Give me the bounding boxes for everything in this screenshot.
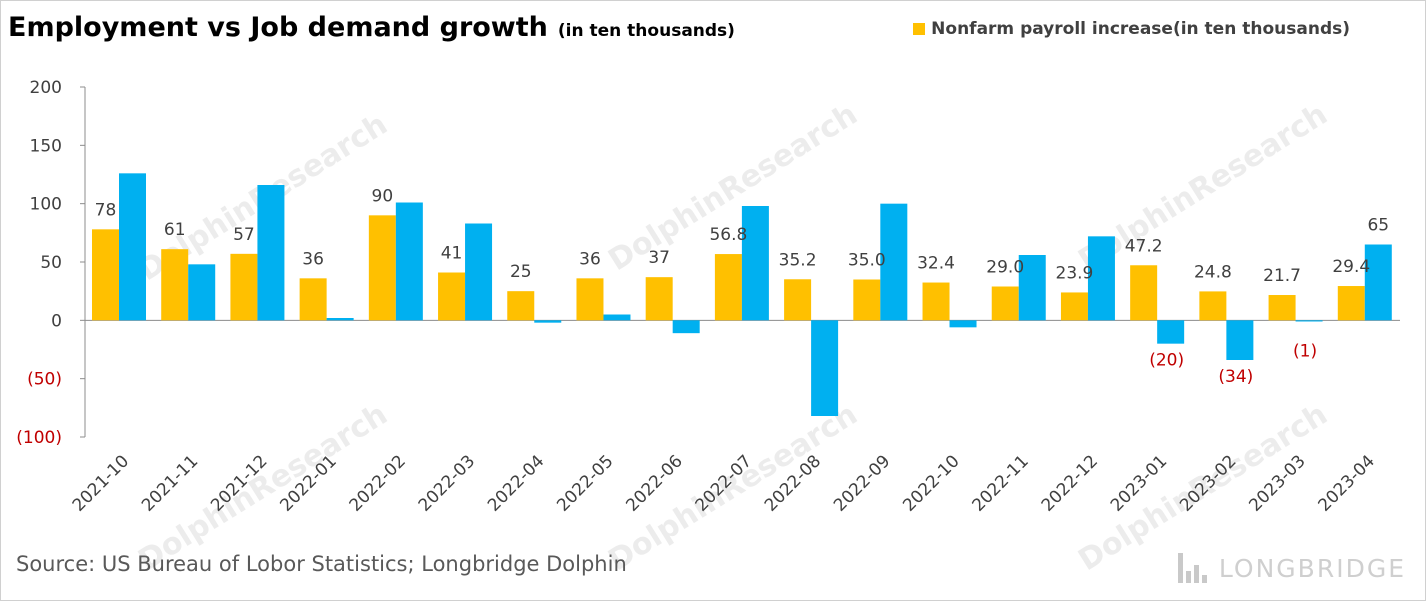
y-tick-label: 100 [30, 195, 62, 215]
bar-job-demand [534, 320, 562, 323]
data-label-payroll: 29.0 [986, 258, 1024, 278]
data-label-payroll: 24.8 [1194, 262, 1232, 282]
x-tick-label: 2023-04 [1315, 451, 1379, 515]
bar-payroll [853, 279, 881, 321]
title-block: Employment vs Job demand growth (in ten t… [8, 12, 735, 43]
x-tick-label: 2022-02 [346, 451, 410, 515]
bar-job-demand [741, 206, 769, 321]
bar-job-demand [949, 320, 977, 328]
legend-swatch [913, 23, 926, 35]
bar-payroll [784, 279, 812, 321]
bar-payroll [922, 282, 950, 321]
bar-job-demand [188, 264, 216, 321]
bar-payroll [161, 249, 189, 321]
x-tick-label: 2022-03 [415, 451, 479, 515]
x-tick-label: 2022-06 [622, 451, 686, 515]
x-tick-label: 2022-09 [830, 451, 894, 515]
data-label-job-demand: (34) [1218, 367, 1253, 387]
x-tick-label: 2022-08 [761, 451, 825, 515]
y-tick-label: 150 [30, 136, 62, 156]
data-label-payroll: 37 [648, 248, 670, 268]
bar-job-demand [1364, 244, 1392, 321]
data-label-payroll: 56.8 [709, 225, 747, 245]
brand-text: LONGBRIDGE [1218, 554, 1406, 583]
x-tick-label: 2022-04 [484, 451, 548, 515]
bar-job-demand [672, 320, 700, 334]
bar-job-demand [1087, 236, 1115, 321]
x-tick-label: 2021-10 [69, 451, 133, 515]
data-label-job-demand: 65 [1367, 216, 1389, 236]
brand-bars-icon [1177, 553, 1207, 583]
bar-job-demand [811, 320, 839, 416]
data-label-payroll: 29.4 [1332, 257, 1370, 277]
bar-payroll [299, 278, 327, 321]
bar-payroll [1130, 265, 1158, 321]
x-tick-label: 2022-01 [276, 451, 340, 515]
x-tick-label: 2023-02 [1176, 451, 1240, 515]
brand-logo: LONGBRIDGE [1177, 553, 1406, 583]
y-tick-label: 0 [51, 311, 62, 331]
y-tick-label: 200 [30, 78, 62, 98]
data-label-payroll: 36 [579, 249, 601, 269]
x-tick-label: 2022-12 [1038, 451, 1102, 515]
bar-payroll [1060, 292, 1088, 321]
x-tick-label: 2021-11 [138, 451, 202, 515]
bar-job-demand [257, 185, 285, 321]
bar-payroll [714, 254, 742, 321]
data-label-payroll: 23.9 [1056, 263, 1094, 283]
bar-job-demand [1157, 320, 1185, 344]
bar-job-demand [1295, 320, 1323, 322]
chart-title: Employment vs Job demand growth [8, 12, 548, 43]
bar-job-demand [395, 202, 423, 321]
bar-job-demand [119, 173, 146, 321]
bar-payroll [368, 215, 396, 321]
x-tick-label: 2023-03 [1245, 451, 1309, 515]
y-tick-label: (100) [16, 428, 62, 448]
x-tick-label: 2022-07 [692, 451, 756, 515]
bar-payroll [438, 272, 466, 321]
data-label-job-demand: (1) [1293, 341, 1317, 361]
bar-job-demand [465, 223, 493, 321]
x-tick-label: 2021-12 [207, 451, 271, 515]
bar-payroll [1337, 286, 1365, 321]
data-label-payroll: 47.2 [1125, 236, 1163, 256]
bar-payroll [230, 253, 258, 321]
y-tick-label: 50 [40, 253, 62, 273]
bar-job-demand [880, 203, 908, 321]
data-label-payroll: 21.7 [1263, 266, 1301, 286]
data-label-payroll: 25 [510, 262, 532, 282]
x-tick-label: 2022-10 [899, 451, 963, 515]
data-label-payroll: 57 [233, 225, 255, 245]
bar-job-demand [326, 318, 354, 321]
data-label-payroll: 90 [372, 186, 394, 206]
bar-payroll [92, 229, 119, 321]
bar-payroll [645, 277, 673, 321]
bar-payroll [1199, 291, 1227, 321]
legend: Nonfarm payroll increase(in ten thousand… [913, 19, 1350, 39]
x-tick-label: 2023-01 [1107, 451, 1171, 515]
chart-subtitle: (in ten thousands) [557, 21, 735, 41]
data-label-payroll: 35.2 [779, 250, 817, 270]
data-label-payroll: 35.0 [848, 251, 886, 271]
data-label-payroll: 32.4 [917, 254, 955, 274]
data-label-payroll: 36 [302, 249, 324, 269]
x-tick-label: 2022-05 [553, 451, 617, 515]
bar-payroll [991, 286, 1019, 321]
data-label-payroll: 78 [95, 200, 117, 220]
bar-job-demand [603, 314, 631, 321]
data-label-job-demand: (20) [1149, 351, 1184, 371]
legend-label: Nonfarm payroll increase(in ten thousand… [931, 19, 1350, 39]
x-tick-label: 2022-11 [969, 451, 1033, 515]
bar-payroll [1268, 295, 1296, 321]
source-note: Source: US Bureau of Lobor Statistics; L… [16, 552, 627, 576]
bar-payroll [576, 278, 604, 321]
bar-job-demand [1226, 320, 1254, 360]
data-label-payroll: 61 [164, 220, 186, 240]
bar-payroll [507, 291, 535, 321]
y-tick-label: (50) [27, 370, 62, 390]
bar-job-demand [1018, 255, 1046, 321]
data-label-payroll: 41 [441, 244, 463, 264]
